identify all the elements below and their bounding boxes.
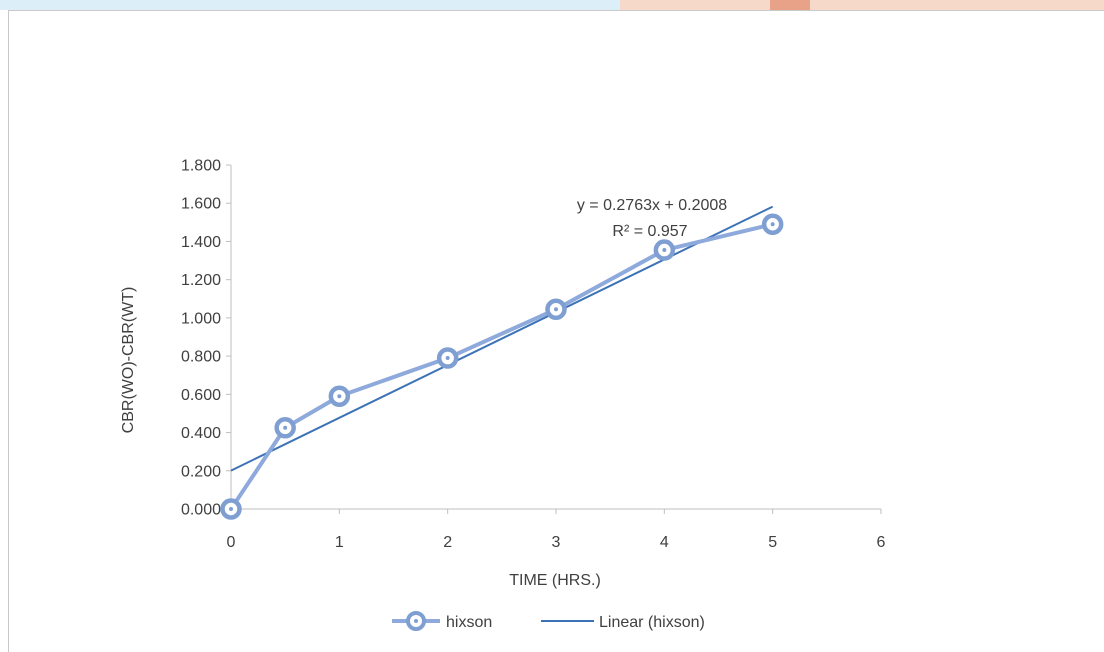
x-tick-label: 0 xyxy=(227,534,236,551)
y-tick-label: 0.600 xyxy=(181,387,221,404)
y-tick-label: 0.400 xyxy=(181,425,221,442)
top-strip-right xyxy=(620,0,1104,10)
y-tick-label: 1.800 xyxy=(181,158,221,175)
trendline-r-squared: R² = 0.957 xyxy=(612,223,687,240)
y-tick-label: 0.000 xyxy=(181,502,221,519)
data-point-marker-dot xyxy=(337,394,342,399)
y-tick-label: 1.400 xyxy=(181,234,221,251)
legend-item-series: hixson xyxy=(392,611,492,631)
x-tick-label: 5 xyxy=(768,534,777,551)
y-tick-label: 0.200 xyxy=(181,463,221,480)
data-point-marker-dot xyxy=(554,307,558,312)
x-tick-label: 4 xyxy=(660,534,669,551)
y-axis: 0.000 0.200 0.400 0.600 0.800 1.000 1.200 1.400… xyxy=(181,158,232,519)
data-point-marker-dot xyxy=(770,222,775,227)
data-point-marker-dot xyxy=(662,248,667,253)
y-tick-marks xyxy=(226,164,231,510)
series-markers-hixson xyxy=(220,213,784,520)
x-axis-title: TIME (HRS.) xyxy=(509,572,601,589)
x-tick-labels: 0 1 2 3 4 5 6 xyxy=(227,534,886,551)
x-axis: 0 1 2 3 4 5 6 xyxy=(227,508,886,551)
data-point-marker-dot xyxy=(283,425,288,430)
y-tick-label: 1.200 xyxy=(181,272,221,289)
chart-legend: hixson Linear (hixson) xyxy=(392,611,705,631)
x-tick-label: 1 xyxy=(335,534,344,551)
trendline-equation: y = 0.2763x + 0.2008 xyxy=(577,197,727,214)
legend-item-trendline: Linear (hixson) xyxy=(541,614,705,631)
x-tick-label: 3 xyxy=(552,534,561,551)
legend-series-label: hixson xyxy=(446,614,492,631)
legend-series-marker-dot xyxy=(414,619,418,623)
data-point-marker-dot xyxy=(229,507,233,511)
x-tick-marks xyxy=(230,509,882,514)
trendline-linear xyxy=(230,205,774,472)
y-axis-title: CBR(WO)-CBR(WT) xyxy=(120,287,137,434)
y-tick-label: 1.600 xyxy=(181,196,221,213)
y-tick-labels: 0.000 0.200 0.400 0.600 0.800 1.000 1.200 1.400… xyxy=(181,158,221,519)
y-tick-label: 1.000 xyxy=(181,310,221,327)
series-line-hixson xyxy=(229,222,774,511)
top-strip-accent xyxy=(770,0,810,10)
y-tick-label: 0.800 xyxy=(181,349,221,366)
x-tick-label: 6 xyxy=(877,534,886,551)
data-point-marker-dot xyxy=(445,356,450,361)
legend-trendline-label: Linear (hixson) xyxy=(599,614,705,631)
x-tick-label: 2 xyxy=(443,534,452,551)
top-strip-left xyxy=(0,0,620,10)
